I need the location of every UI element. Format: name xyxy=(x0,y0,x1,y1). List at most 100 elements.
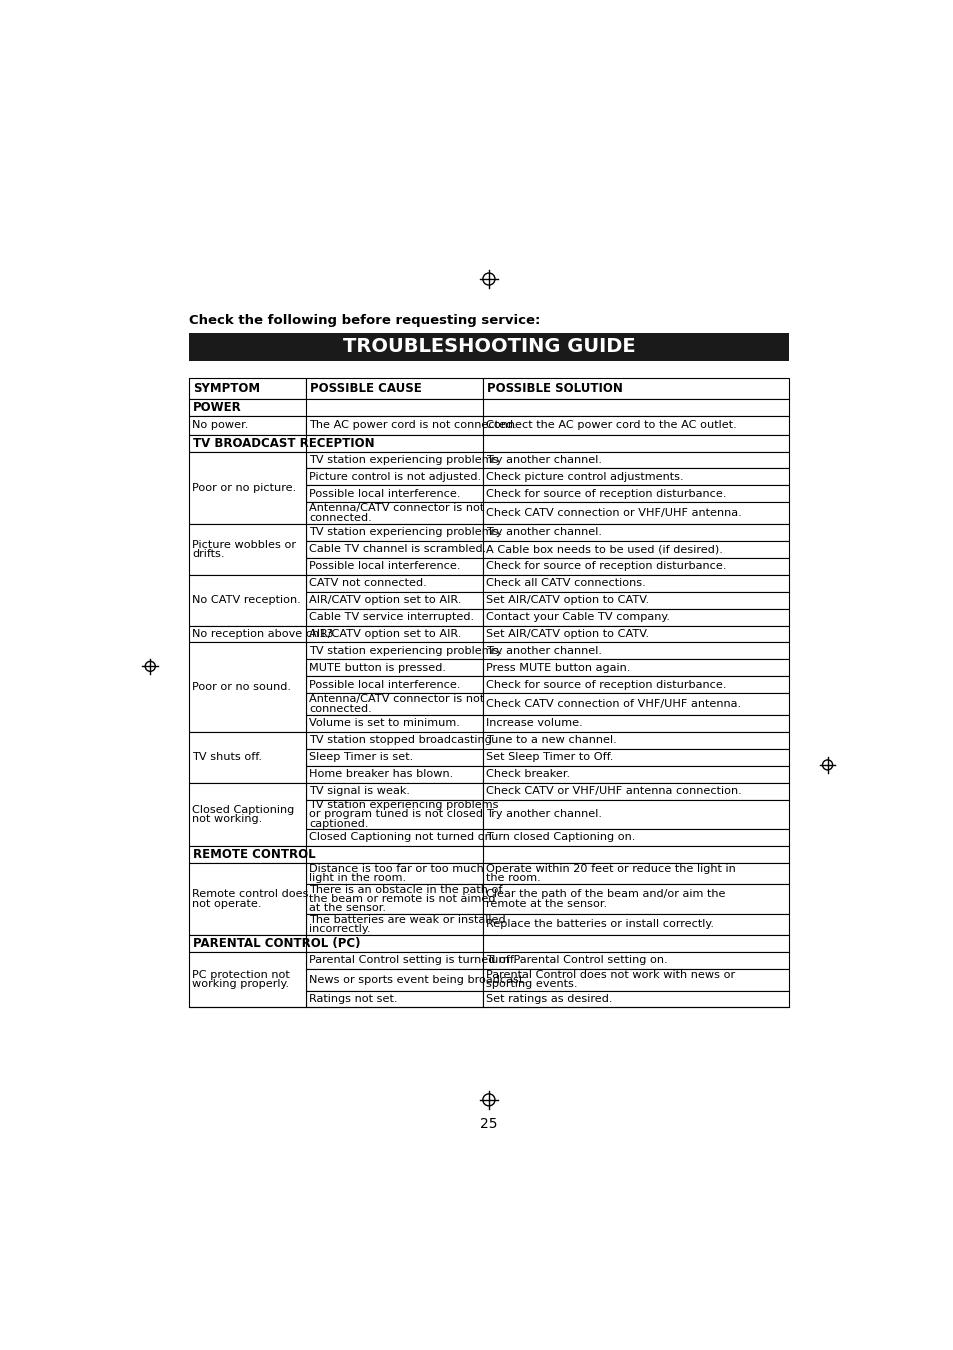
Text: TROUBLESHOOTING GUIDE: TROUBLESHOOTING GUIDE xyxy=(342,338,635,356)
Text: Volume is set to minimum.: Volume is set to minimum. xyxy=(309,718,459,729)
Text: Poor or no sound.: Poor or no sound. xyxy=(192,682,291,693)
Text: The batteries are weak or installed: The batteries are weak or installed xyxy=(309,914,505,925)
Text: Picture wobbles or: Picture wobbles or xyxy=(192,540,295,549)
Bar xyxy=(482,783,788,799)
Text: working properly.: working properly. xyxy=(192,979,289,990)
Bar xyxy=(482,765,788,783)
Bar xyxy=(482,468,788,486)
Bar xyxy=(189,863,306,936)
Text: Set Sleep Timer to Off.: Set Sleep Timer to Off. xyxy=(485,752,613,763)
Text: TV shuts off.: TV shuts off. xyxy=(192,752,262,763)
Bar xyxy=(189,333,788,360)
Text: not operate.: not operate. xyxy=(192,899,261,909)
Bar xyxy=(306,765,482,783)
Bar xyxy=(306,969,482,991)
Bar xyxy=(306,591,482,609)
Text: Ratings not set.: Ratings not set. xyxy=(309,994,397,1004)
Text: or program tuned is not closed: or program tuned is not closed xyxy=(309,809,482,819)
Text: TV station experiencing problems: TV station experiencing problems xyxy=(309,455,498,464)
Text: incorrectly.: incorrectly. xyxy=(309,923,370,934)
Text: No reception above ch13.: No reception above ch13. xyxy=(192,629,336,639)
Text: Closed Captioning not turned on.: Closed Captioning not turned on. xyxy=(309,833,495,842)
Text: connected.: connected. xyxy=(309,703,372,714)
Text: Picture control is not adjusted.: Picture control is not adjusted. xyxy=(309,472,480,482)
Text: PC protection not: PC protection not xyxy=(192,971,290,980)
Bar xyxy=(306,643,482,659)
Text: TV station experiencing problems.: TV station experiencing problems. xyxy=(309,645,501,656)
Bar xyxy=(306,694,482,716)
Text: 25: 25 xyxy=(479,1118,497,1131)
Text: Set AIR/CATV option to CATV.: Set AIR/CATV option to CATV. xyxy=(485,595,648,605)
Bar xyxy=(306,486,482,502)
Text: Parental Control setting is turned off.: Parental Control setting is turned off. xyxy=(309,956,517,965)
Bar xyxy=(306,991,482,1007)
Bar xyxy=(482,541,788,558)
Bar xyxy=(189,524,306,575)
Bar xyxy=(306,451,482,468)
Bar xyxy=(482,799,788,829)
Bar xyxy=(482,609,788,625)
Text: the beam or remote is not aimed: the beam or remote is not aimed xyxy=(309,894,495,904)
Bar xyxy=(482,575,788,591)
Bar xyxy=(189,952,306,1007)
Bar xyxy=(306,659,482,676)
Bar xyxy=(189,643,306,732)
Text: No power.: No power. xyxy=(192,420,248,431)
Text: Distance is too far or too much: Distance is too far or too much xyxy=(309,864,483,873)
Text: MUTE button is pressed.: MUTE button is pressed. xyxy=(309,663,446,672)
Bar xyxy=(189,451,306,524)
Text: connected.: connected. xyxy=(309,513,372,522)
Text: Possible local interference.: Possible local interference. xyxy=(309,680,460,690)
Text: Press MUTE button again.: Press MUTE button again. xyxy=(485,663,630,672)
Text: PARENTAL CONTROL (PC): PARENTAL CONTROL (PC) xyxy=(193,937,360,950)
Bar xyxy=(482,416,788,435)
Bar xyxy=(482,716,788,732)
Bar xyxy=(189,400,788,416)
Text: Remote control does: Remote control does xyxy=(192,890,308,899)
Bar xyxy=(189,732,306,783)
Text: Cable TV channel is scrambled.: Cable TV channel is scrambled. xyxy=(309,544,486,555)
Text: Try another channel.: Try another channel. xyxy=(485,455,601,464)
Bar xyxy=(306,625,482,643)
Bar xyxy=(189,936,788,952)
Text: Parental Control does not work with news or: Parental Control does not work with news… xyxy=(485,971,735,980)
Bar xyxy=(482,863,788,884)
Bar xyxy=(482,914,788,936)
Bar xyxy=(306,884,482,914)
Bar xyxy=(306,416,482,435)
Text: TV station experiencing problems.: TV station experiencing problems. xyxy=(309,528,501,537)
Bar xyxy=(306,676,482,694)
Text: POWER: POWER xyxy=(193,401,241,414)
Bar xyxy=(306,952,482,969)
Bar xyxy=(306,468,482,486)
Bar xyxy=(306,914,482,936)
Text: Antenna/CATV connector is not: Antenna/CATV connector is not xyxy=(309,694,484,705)
Bar xyxy=(189,845,788,863)
Text: Check picture control adjustments.: Check picture control adjustments. xyxy=(485,472,683,482)
Text: Turn closed Captioning on.: Turn closed Captioning on. xyxy=(485,833,635,842)
Text: AIR/CATV option set to AIR.: AIR/CATV option set to AIR. xyxy=(309,629,461,639)
Bar xyxy=(189,416,306,435)
Text: No CATV reception.: No CATV reception. xyxy=(192,595,300,605)
Bar xyxy=(306,575,482,591)
Text: Check CATV connection or VHF/UHF antenna.: Check CATV connection or VHF/UHF antenna… xyxy=(485,508,741,518)
Text: Check for source of reception disturbance.: Check for source of reception disturbanc… xyxy=(485,680,726,690)
Text: Check CATV or VHF/UHF antenna connection.: Check CATV or VHF/UHF antenna connection… xyxy=(485,786,741,796)
Bar xyxy=(482,524,788,541)
Bar xyxy=(482,732,788,749)
Text: Possible local interference.: Possible local interference. xyxy=(309,489,460,500)
Bar xyxy=(189,575,306,625)
Bar xyxy=(189,435,788,451)
Text: SYMPTOM: SYMPTOM xyxy=(193,382,260,396)
Text: Set AIR/CATV option to CATV.: Set AIR/CATV option to CATV. xyxy=(485,629,648,639)
Bar xyxy=(189,783,306,845)
Text: Contact your Cable TV company.: Contact your Cable TV company. xyxy=(485,612,669,622)
Bar xyxy=(482,625,788,643)
Text: Connect the AC power cord to the AC outlet.: Connect the AC power cord to the AC outl… xyxy=(485,420,736,431)
Bar xyxy=(482,694,788,716)
Bar xyxy=(189,378,306,400)
Bar xyxy=(482,558,788,575)
Text: Set ratings as desired.: Set ratings as desired. xyxy=(485,994,612,1004)
Text: Cable TV service interrupted.: Cable TV service interrupted. xyxy=(309,612,474,622)
Text: Replace the batteries or install correctly.: Replace the batteries or install correct… xyxy=(485,919,713,929)
